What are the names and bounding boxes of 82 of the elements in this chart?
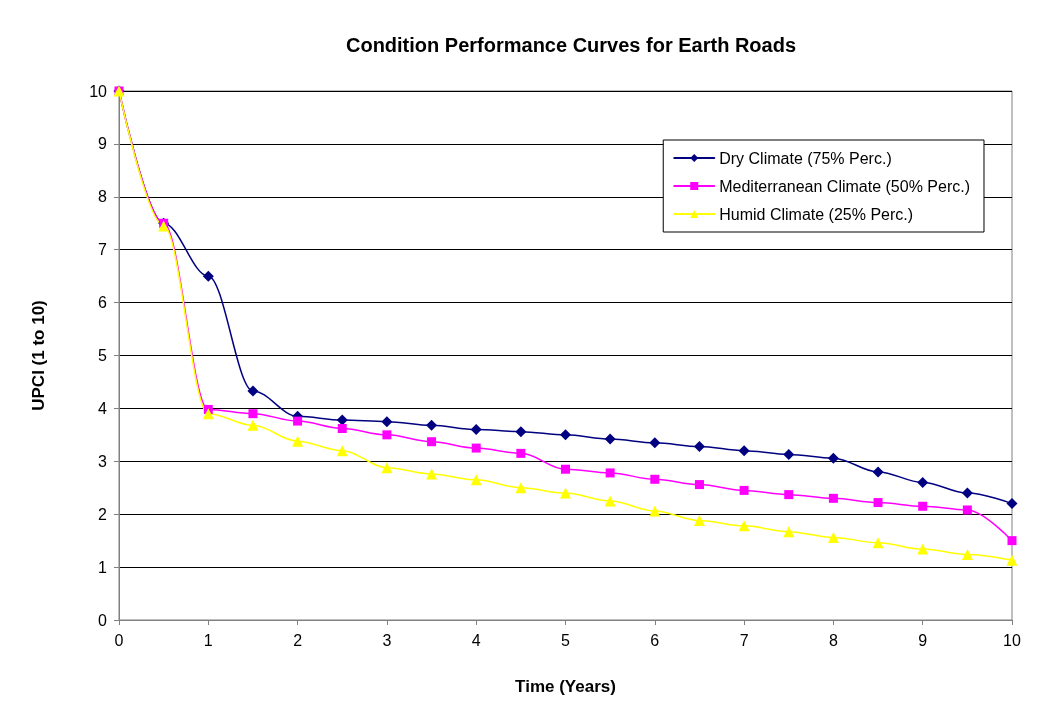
y-tick-label: 10 bbox=[89, 82, 108, 100]
point bbox=[649, 437, 661, 449]
point bbox=[828, 493, 838, 503]
point bbox=[784, 490, 794, 500]
point bbox=[471, 443, 481, 453]
y-tick-label: 9 bbox=[98, 135, 108, 153]
point bbox=[470, 474, 482, 486]
point bbox=[292, 435, 304, 447]
point bbox=[293, 416, 303, 426]
point bbox=[1007, 536, 1017, 546]
legend-label: Mediterranean Climate (50% Perc.) bbox=[719, 177, 970, 195]
point bbox=[381, 416, 393, 428]
point bbox=[649, 505, 661, 517]
point bbox=[738, 520, 750, 532]
point bbox=[872, 537, 884, 549]
x-tick-label: 0 bbox=[114, 631, 124, 649]
x-tick-label: 2 bbox=[293, 631, 303, 649]
y-tick-label: 1 bbox=[98, 558, 108, 576]
point bbox=[738, 445, 750, 457]
point bbox=[1006, 554, 1018, 566]
point bbox=[561, 464, 570, 474]
legend-label: Humid Climate (25% Perc.) bbox=[719, 205, 914, 223]
point bbox=[605, 468, 615, 478]
point bbox=[961, 548, 973, 560]
point bbox=[381, 462, 393, 474]
point bbox=[1006, 498, 1018, 510]
point bbox=[827, 531, 839, 543]
point bbox=[202, 408, 214, 420]
point bbox=[337, 424, 347, 433]
x-tick-label: 8 bbox=[828, 631, 838, 649]
y-tick-label: 7 bbox=[98, 241, 108, 259]
point bbox=[873, 498, 883, 508]
y-tick-label: 2 bbox=[98, 505, 108, 523]
point bbox=[694, 480, 704, 490]
point bbox=[693, 440, 705, 452]
x-axis-title: Time (Years) bbox=[515, 677, 616, 696]
point bbox=[604, 433, 616, 445]
point bbox=[872, 466, 884, 478]
y-tick-label: 8 bbox=[98, 188, 108, 206]
x-tick-label: 9 bbox=[918, 631, 928, 649]
x-tick-label: 1 bbox=[203, 631, 213, 649]
point bbox=[515, 426, 527, 438]
point bbox=[604, 495, 616, 507]
chart-title: Condition Performance Curves for Earth Roads bbox=[345, 34, 797, 56]
x-tick-label: 6 bbox=[650, 631, 660, 649]
point bbox=[560, 429, 571, 441]
point bbox=[962, 505, 972, 515]
point bbox=[470, 424, 482, 436]
point bbox=[961, 487, 973, 499]
point bbox=[650, 474, 660, 484]
point bbox=[917, 543, 929, 555]
point bbox=[336, 445, 348, 457]
x-tick-label: 10 bbox=[1003, 631, 1021, 649]
point bbox=[693, 515, 705, 527]
point bbox=[917, 476, 929, 488]
legend-label: Dry Climate (75% Perc.) bbox=[719, 149, 892, 167]
point bbox=[427, 437, 437, 447]
point bbox=[515, 482, 527, 494]
point bbox=[426, 419, 438, 431]
point bbox=[426, 468, 438, 480]
y-tick-label: 4 bbox=[98, 399, 108, 417]
point bbox=[918, 501, 928, 511]
point bbox=[248, 409, 258, 419]
point bbox=[516, 448, 526, 458]
point bbox=[560, 487, 571, 499]
y-tick-label: 3 bbox=[98, 452, 108, 470]
point bbox=[382, 430, 392, 440]
x-tick-label: 5 bbox=[561, 631, 571, 649]
y-tick-label: 5 bbox=[98, 347, 108, 364]
point bbox=[783, 448, 795, 460]
x-tick-label: 4 bbox=[471, 631, 481, 649]
y-tick-label: 6 bbox=[98, 294, 108, 312]
x-tick-label: 7 bbox=[739, 631, 749, 649]
point bbox=[202, 270, 214, 282]
point bbox=[739, 485, 749, 495]
point bbox=[247, 419, 259, 431]
point bbox=[783, 526, 795, 538]
y-tick-label: 0 bbox=[98, 611, 108, 629]
x-tick-label: 3 bbox=[382, 631, 392, 649]
y-axis-title: UPCI (1 to 10) bbox=[29, 300, 48, 411]
point bbox=[827, 452, 839, 464]
point bbox=[247, 385, 259, 397]
